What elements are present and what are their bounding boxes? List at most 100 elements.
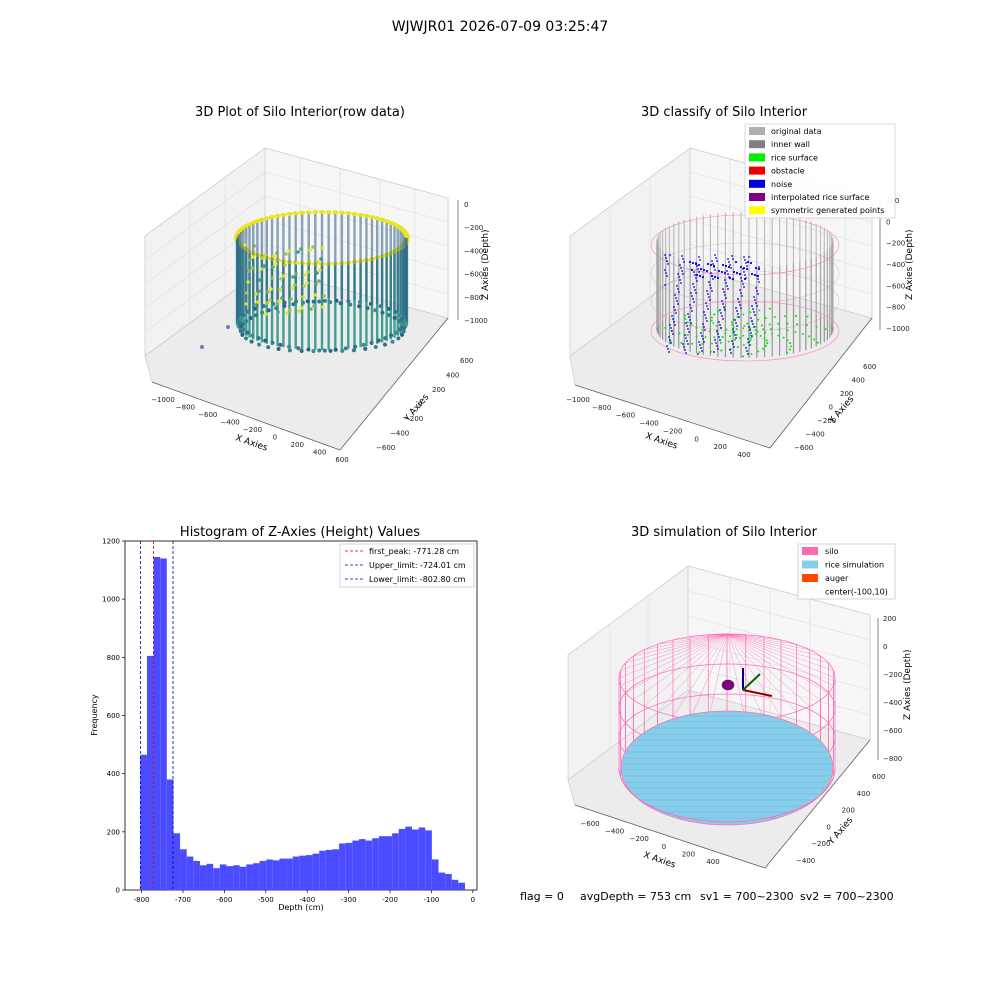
simulation-y-tick-labels: −400 −200 0 200 400 600 [796, 773, 885, 865]
legend-swatch [802, 547, 818, 555]
classify-noise-point [679, 264, 681, 266]
raw-data-point [287, 249, 291, 253]
classify-noise-point [666, 275, 668, 277]
classify-noise-point [669, 324, 671, 326]
tick-label: −400 [640, 420, 659, 428]
simulation-y-axis-label: Y Axies [826, 815, 855, 847]
raw-data-point [303, 273, 307, 277]
tick-label: −800 [886, 304, 905, 312]
classify-noise-point [743, 277, 747, 281]
raw-data-point [307, 259, 311, 263]
histogram-bar [180, 849, 187, 890]
raw-data-point [373, 345, 378, 350]
tick-label: 0 [471, 896, 475, 904]
classify-rice-point [758, 309, 761, 312]
classify-rice-point [719, 341, 722, 344]
raw-data-point [334, 298, 339, 303]
classify-noise-point [735, 337, 737, 339]
classify-rice-point [736, 346, 739, 349]
rice-simulation-surface [620, 710, 834, 826]
raw-data-point [320, 246, 324, 250]
histogram-legend: first_peak: -771.28 cm Upper_limit: -724.… [339, 543, 475, 588]
classify-rice-point [749, 327, 752, 330]
classify-noise-point [697, 353, 699, 355]
raw-data-point [397, 318, 402, 323]
classify-rice-point [704, 336, 707, 339]
raw-data-point [278, 342, 283, 347]
tick-label: 0 [418, 401, 422, 409]
raw-data-point [386, 313, 391, 318]
classify-noise-point [712, 264, 716, 268]
classify-noise-point [724, 264, 728, 268]
classify-noise-point [734, 334, 736, 336]
classify-rice-point [759, 334, 762, 337]
raw-data-point [249, 339, 254, 344]
histogram-bar [153, 556, 161, 890]
silo-wireframe-line [620, 633, 728, 671]
classify-rice-point [680, 341, 683, 344]
classify-rice-point [757, 318, 760, 321]
raw-data-point [317, 348, 322, 353]
classify-rice-point [709, 350, 712, 353]
classify-noise-point [719, 309, 721, 311]
histogram-bar [438, 872, 446, 890]
raw-data-point [393, 310, 398, 315]
classify-noise-point [698, 256, 700, 258]
classify-noise-point [694, 262, 698, 266]
tick-label: 600 [460, 357, 473, 365]
raw-data-point [301, 295, 305, 299]
classify-noise-point [724, 294, 726, 296]
classify-noise-point [757, 267, 761, 271]
classify-noise-point [716, 345, 718, 347]
raw-data-point [317, 299, 322, 304]
classify-noise-point [724, 309, 726, 311]
classify-rice-point [686, 334, 689, 337]
classify-noise-point [749, 329, 751, 331]
classify-noise-point [746, 350, 748, 352]
classify-noise-point [701, 335, 703, 337]
raw-data-point [282, 300, 287, 305]
classify-noise-point [751, 335, 753, 337]
silo-wireframe-line [726, 633, 746, 722]
tick-label: 0 [883, 643, 887, 651]
histogram-x-ticks: -800 -700 -600 -500 -400 -300 -200 -100 0 [134, 890, 475, 904]
raw-data-point [315, 271, 319, 275]
classify-noise-point [735, 307, 737, 309]
raw-data-point [244, 319, 249, 324]
classify-noise-point [677, 273, 679, 275]
tick-label: -800 [134, 896, 150, 904]
classify-noise-point [676, 285, 678, 287]
classify-rice-point [723, 307, 726, 310]
histogram-vlines [140, 541, 174, 890]
classify-rice-point [794, 330, 797, 333]
raw-data-point [246, 280, 250, 284]
classify-noise-point [750, 272, 754, 276]
histogram-x-axis-label: Depth (cm) [278, 903, 323, 912]
raw-data-point [345, 211, 352, 216]
classify-legend: original data inner wall rice surface obsta… [744, 123, 896, 219]
raw-data-point [274, 306, 279, 311]
simulation-title: 3D simulation of Silo Interior [631, 525, 818, 540]
raw-data-point [390, 339, 395, 344]
histogram-bar [279, 858, 287, 890]
classify-noise-point [700, 332, 702, 334]
raw-data-point [343, 346, 348, 351]
classify-noise-point [664, 254, 666, 256]
classify-noise-point [726, 285, 728, 287]
classify-noise-point [683, 261, 685, 263]
tick-label: −1000 [151, 396, 175, 404]
raw-data-point [277, 299, 281, 303]
classify-noise-point [711, 290, 713, 292]
raw-data-point [251, 255, 255, 259]
classify-noise-point [749, 344, 751, 346]
classify-noise-point [750, 332, 752, 334]
classify-rice-point [731, 323, 734, 326]
tick-label: -600 [216, 896, 232, 904]
classify-rice-point [808, 335, 811, 338]
raw-data-point [262, 264, 266, 268]
silo-wireframe-line [726, 633, 821, 657]
tick-label: −200 [464, 224, 483, 232]
raw-data-point [254, 292, 258, 296]
classify-noise-point [677, 303, 679, 305]
classify-noise-point [745, 267, 749, 271]
